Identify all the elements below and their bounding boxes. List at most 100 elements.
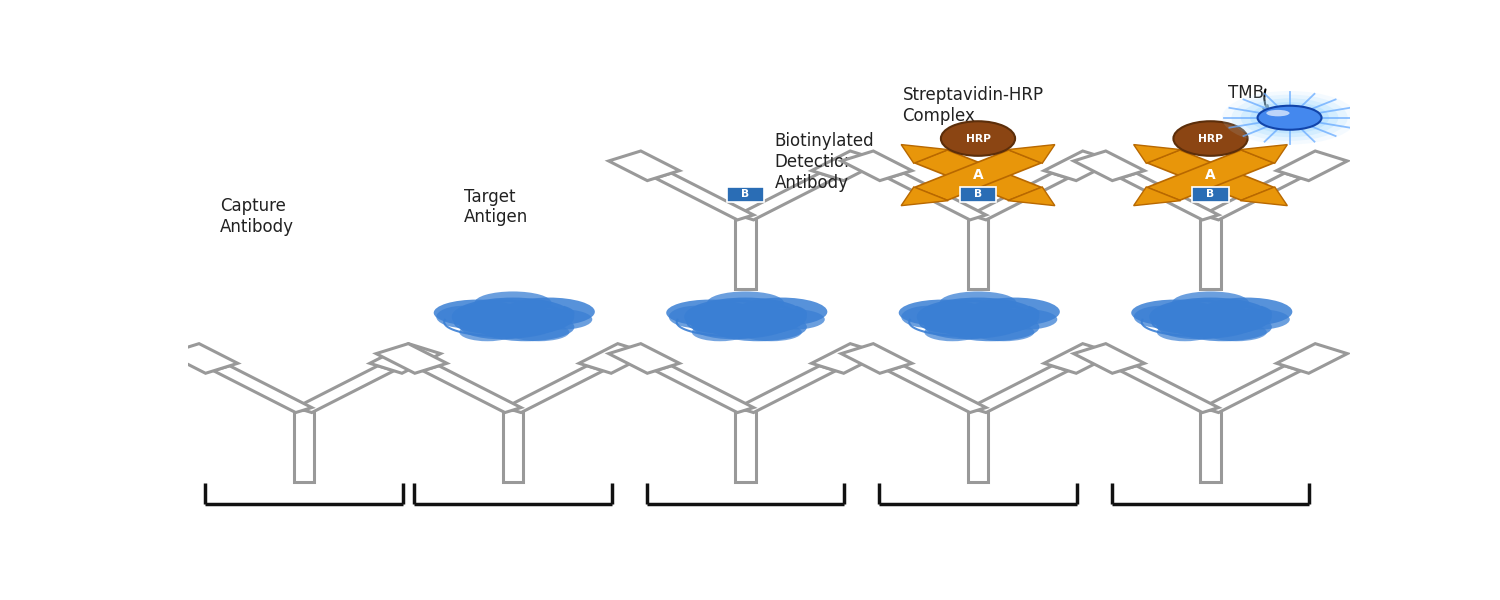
Bar: [166, 344, 237, 373]
Bar: [579, 344, 650, 373]
Bar: [915, 150, 1041, 200]
Bar: [1074, 151, 1144, 181]
Bar: [735, 410, 756, 482]
Bar: [1044, 151, 1114, 181]
Bar: [656, 366, 753, 413]
Ellipse shape: [692, 313, 774, 339]
Bar: [812, 344, 882, 373]
Circle shape: [1222, 91, 1358, 145]
Ellipse shape: [924, 323, 981, 341]
Bar: [1276, 344, 1347, 373]
Bar: [1120, 173, 1218, 220]
Ellipse shape: [509, 323, 570, 341]
Text: B: B: [1206, 190, 1215, 199]
Ellipse shape: [1149, 298, 1272, 336]
Bar: [888, 366, 986, 413]
Ellipse shape: [940, 121, 1016, 156]
Bar: [503, 410, 524, 482]
Ellipse shape: [968, 298, 1060, 326]
Bar: [1044, 344, 1114, 373]
Bar: [970, 173, 1068, 220]
Ellipse shape: [996, 309, 1058, 329]
Bar: [1203, 173, 1300, 220]
Ellipse shape: [1173, 121, 1248, 156]
Text: Capture
Antibody: Capture Antibody: [220, 197, 294, 236]
Ellipse shape: [924, 313, 1007, 339]
Ellipse shape: [474, 292, 552, 314]
Text: B: B: [741, 190, 750, 199]
Ellipse shape: [452, 298, 574, 336]
Bar: [1148, 150, 1274, 200]
Ellipse shape: [942, 313, 1040, 341]
Ellipse shape: [459, 313, 542, 339]
Ellipse shape: [1266, 110, 1290, 116]
Ellipse shape: [1228, 309, 1290, 329]
Ellipse shape: [735, 298, 828, 326]
Bar: [370, 344, 441, 373]
Ellipse shape: [666, 299, 753, 326]
Bar: [968, 217, 988, 289]
Ellipse shape: [1206, 323, 1268, 341]
Text: Biotinylated
Detection
Antibody: Biotinylated Detection Antibody: [774, 132, 874, 191]
Circle shape: [1240, 98, 1338, 137]
Bar: [968, 410, 988, 482]
Bar: [376, 344, 447, 373]
Circle shape: [1250, 102, 1329, 133]
Text: Streptavidin-HRP
Complex: Streptavidin-HRP Complex: [903, 86, 1044, 125]
Text: HRP: HRP: [1198, 134, 1222, 143]
Bar: [296, 366, 394, 413]
Ellipse shape: [1172, 292, 1250, 314]
Text: A: A: [1204, 168, 1216, 182]
Bar: [1200, 217, 1221, 289]
Ellipse shape: [916, 298, 1040, 336]
Bar: [738, 173, 836, 220]
Ellipse shape: [974, 323, 1035, 341]
Ellipse shape: [684, 298, 807, 336]
Bar: [1148, 150, 1274, 200]
Bar: [656, 173, 753, 220]
Bar: [294, 410, 314, 482]
Ellipse shape: [669, 305, 724, 328]
Ellipse shape: [1156, 313, 1239, 339]
Bar: [1200, 410, 1221, 482]
Ellipse shape: [1257, 106, 1322, 130]
Bar: [1276, 151, 1347, 181]
Bar: [609, 151, 680, 181]
Ellipse shape: [477, 313, 574, 341]
Ellipse shape: [902, 305, 957, 328]
Ellipse shape: [1200, 298, 1293, 326]
Text: HRP: HRP: [966, 134, 990, 143]
Ellipse shape: [459, 323, 516, 341]
Bar: [842, 151, 912, 181]
Ellipse shape: [503, 298, 596, 326]
Bar: [1074, 344, 1144, 373]
Bar: [888, 173, 986, 220]
Ellipse shape: [764, 309, 825, 329]
Ellipse shape: [898, 299, 986, 326]
Bar: [842, 344, 912, 373]
Text: A: A: [972, 168, 984, 182]
Circle shape: [1232, 95, 1347, 141]
Ellipse shape: [1174, 313, 1272, 341]
Bar: [915, 150, 1041, 200]
Ellipse shape: [710, 313, 807, 341]
Bar: [609, 344, 680, 373]
Bar: [970, 366, 1068, 413]
Ellipse shape: [1134, 305, 1190, 328]
Text: TMB: TMB: [1228, 83, 1264, 101]
Ellipse shape: [531, 309, 592, 329]
Ellipse shape: [741, 323, 802, 341]
Bar: [735, 217, 756, 289]
Ellipse shape: [692, 323, 748, 341]
Bar: [1203, 366, 1300, 413]
Bar: [213, 366, 312, 413]
Ellipse shape: [433, 299, 520, 326]
Bar: [506, 366, 603, 413]
Bar: [812, 151, 882, 181]
Ellipse shape: [436, 305, 492, 328]
Ellipse shape: [706, 292, 785, 314]
Bar: [1120, 366, 1218, 413]
Text: B: B: [974, 190, 982, 199]
Ellipse shape: [1131, 299, 1218, 326]
Bar: [423, 366, 520, 413]
